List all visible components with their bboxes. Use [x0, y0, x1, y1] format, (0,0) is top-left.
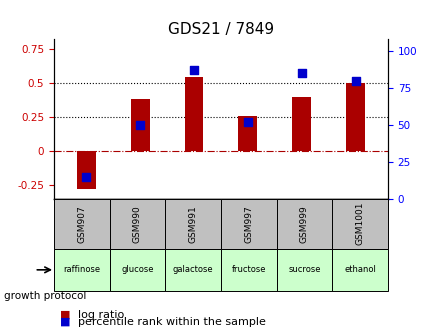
Text: ethanol: ethanol — [343, 265, 375, 274]
Text: ■: ■ — [60, 317, 71, 327]
Text: ■: ■ — [60, 310, 71, 319]
Point — [298, 71, 304, 76]
FancyBboxPatch shape — [221, 249, 276, 291]
Bar — [184, 77, 203, 151]
Text: log ratio: log ratio — [77, 310, 123, 319]
FancyBboxPatch shape — [54, 249, 109, 291]
Point — [136, 122, 143, 128]
Point — [351, 78, 358, 83]
Text: growth protocol: growth protocol — [4, 291, 86, 301]
Point — [83, 174, 89, 179]
Text: galactose: galactose — [172, 265, 213, 274]
Bar — [238, 116, 257, 151]
FancyBboxPatch shape — [332, 199, 387, 249]
FancyBboxPatch shape — [276, 199, 332, 249]
Text: fructose: fructose — [231, 265, 265, 274]
Text: raffinose: raffinose — [63, 265, 100, 274]
Text: glucose: glucose — [121, 265, 153, 274]
FancyBboxPatch shape — [109, 249, 165, 291]
Title: GDS21 / 7849: GDS21 / 7849 — [167, 22, 273, 37]
FancyBboxPatch shape — [332, 249, 387, 291]
Text: GSM991: GSM991 — [188, 205, 197, 243]
Bar — [77, 151, 95, 189]
Text: GSM907: GSM907 — [77, 205, 86, 243]
FancyBboxPatch shape — [165, 199, 221, 249]
FancyBboxPatch shape — [221, 199, 276, 249]
Bar — [292, 96, 310, 151]
Bar — [130, 99, 149, 151]
Bar — [345, 83, 364, 151]
Text: sucrose: sucrose — [288, 265, 320, 274]
FancyBboxPatch shape — [54, 199, 109, 249]
Text: GSM1001: GSM1001 — [355, 202, 364, 246]
FancyBboxPatch shape — [165, 249, 221, 291]
Point — [190, 68, 197, 73]
FancyBboxPatch shape — [276, 249, 332, 291]
Text: GSM990: GSM990 — [132, 205, 141, 243]
Text: GSM999: GSM999 — [299, 205, 308, 243]
FancyBboxPatch shape — [109, 199, 165, 249]
Text: GSM997: GSM997 — [244, 205, 253, 243]
Text: percentile rank within the sample: percentile rank within the sample — [77, 317, 265, 327]
Point — [244, 119, 251, 125]
